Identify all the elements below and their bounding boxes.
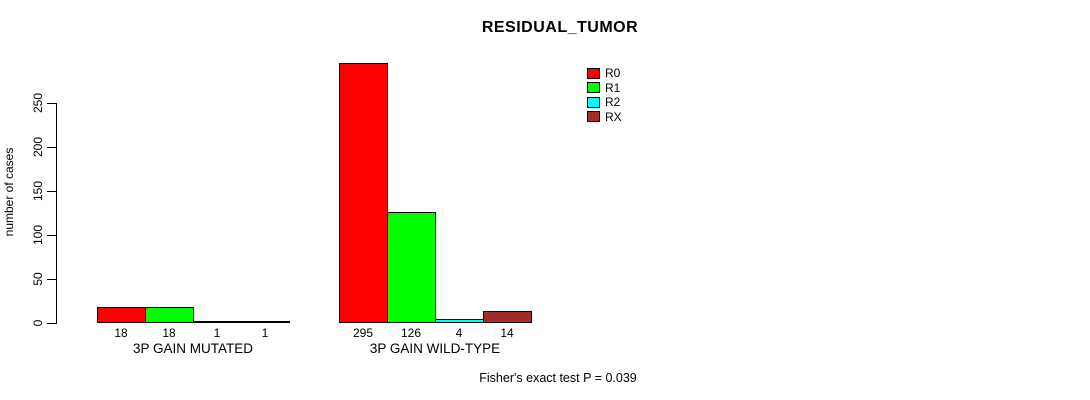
y-tick-label: 50 [31,272,45,286]
y-tick [47,323,56,324]
bar-r2 [435,319,484,323]
bar-rx [483,311,532,323]
bar-value-label: 1 [213,326,221,340]
y-tick-label: 100 [31,224,45,246]
legend-swatch-icon [587,82,600,94]
bar-r1 [145,307,194,323]
bar-value-label: 18 [162,326,176,340]
y-tick [47,103,56,104]
legend-swatch-icon [587,96,600,108]
bar-value-label: 126 [400,326,422,340]
y-axis-label: number of cases [2,147,16,237]
statistical-test-annotation: Fisher's exact test P = 0.039 [479,371,637,385]
legend: R0 R1 R2 RX [587,66,622,124]
group-label: 3P GAIN MUTATED [132,341,254,356]
y-axis-line [56,103,57,324]
y-tick-label: 200 [31,136,45,158]
bar-r0 [339,63,388,323]
group-label: 3P GAIN WILD-TYPE [369,341,501,356]
y-tick-label: 250 [31,92,45,114]
bar-rx [241,321,290,323]
legend-label: RX [605,109,622,124]
bar-value-label: 14 [500,326,514,340]
y-tick [47,235,56,236]
bar-value-label: 295 [352,326,374,340]
legend-swatch-icon [587,67,600,79]
y-tick [47,191,56,192]
bar-value-label: 18 [114,326,128,340]
legend-label: R2 [605,95,621,110]
legend-item-r2: R2 [587,95,622,110]
legend-item-r1: R1 [587,81,622,96]
bar-r1 [387,212,436,323]
legend-swatch-icon [587,111,600,123]
legend-item-rx: RX [587,110,622,125]
legend-label: R0 [605,66,621,81]
y-tick [47,279,56,280]
legend-item-r0: R0 [587,66,622,81]
y-tick-label: 150 [31,180,45,202]
bar-r0 [97,307,146,323]
legend-label: R1 [605,80,621,95]
chart-title: RESIDUAL_TUMOR [481,19,639,36]
y-tick [47,147,56,148]
bar-value-label: 1 [261,326,269,340]
bar-value-label: 4 [455,326,463,340]
y-tick-label: 0 [31,319,45,327]
bar-r2 [193,321,242,323]
